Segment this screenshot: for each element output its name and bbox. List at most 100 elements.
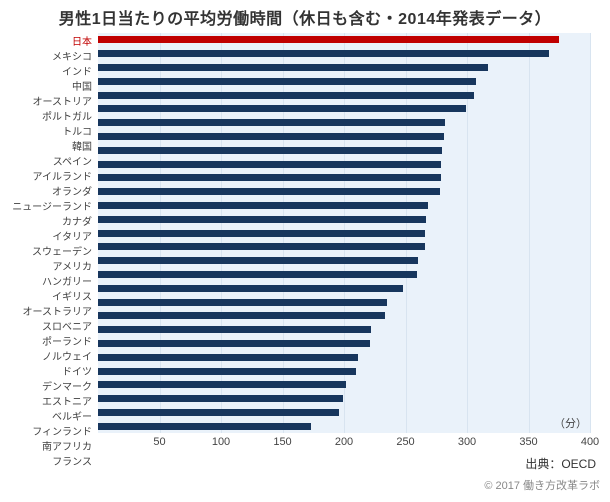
country-label: アイルランド <box>32 172 93 183</box>
bar-row <box>98 74 590 88</box>
bar <box>98 63 488 71</box>
bar <box>98 408 340 416</box>
bar-row <box>98 47 590 61</box>
bar-row <box>98 171 590 185</box>
bar-row <box>98 130 590 144</box>
bar-row <box>98 102 590 116</box>
bar-row <box>98 157 590 171</box>
bar-row <box>98 323 590 337</box>
bar-row <box>98 212 590 226</box>
bar <box>98 174 442 182</box>
country-label: スウェーデン <box>32 247 92 258</box>
bar <box>98 215 427 223</box>
bar <box>98 119 445 127</box>
gridline <box>467 33 468 433</box>
bar-row <box>98 419 590 433</box>
country-label: フィンランド <box>32 427 92 438</box>
bar-row <box>98 143 590 157</box>
bar <box>98 312 385 320</box>
country-label: アメリカ <box>52 262 93 273</box>
bar-row <box>98 309 590 323</box>
bar <box>98 284 404 292</box>
bar-row <box>98 378 590 392</box>
x-axis-tick: 200 <box>334 436 354 448</box>
bar <box>98 132 444 140</box>
bar <box>98 298 388 306</box>
bar-row <box>98 295 590 309</box>
country-label: スロベニア <box>42 322 92 333</box>
bar-row <box>98 337 590 351</box>
country-label: オーストリア <box>32 97 93 108</box>
country-label: イギリス <box>52 292 92 303</box>
country-label: ハンガリー <box>42 277 92 288</box>
x-axis-tick: 350 <box>519 436 538 448</box>
country-label: 日本 <box>72 37 92 48</box>
country-label: スペイン <box>52 157 92 168</box>
country-label: インド <box>62 67 92 78</box>
bar <box>98 353 358 361</box>
bar-row <box>98 364 590 378</box>
bar-row <box>98 392 590 406</box>
gridline <box>528 33 530 433</box>
bar-row <box>98 406 590 420</box>
bar <box>98 422 311 430</box>
country-label: ドイツ <box>62 367 92 378</box>
bar <box>98 326 372 334</box>
chart-body: 日本 メキシコ インド 中国 オーストリア ポルトガル トルコ 韓国 スペイン アイルランド オラン… <box>0 33 591 468</box>
bar <box>98 77 476 85</box>
bar-row <box>98 281 590 295</box>
bar <box>98 395 343 403</box>
bar <box>98 188 440 196</box>
bar <box>98 257 418 265</box>
country-label: イタリア <box>52 232 92 243</box>
x-axis: 50 100 150 200 250 300 350 400 <box>98 436 599 452</box>
bars-area <box>98 33 590 433</box>
bar <box>98 243 426 251</box>
bar-row <box>98 88 590 102</box>
x-axis-tick: 250 <box>396 436 415 448</box>
bar <box>98 367 357 375</box>
x-axis-tick: 300 <box>457 436 477 448</box>
country-label: ベルギー <box>52 412 92 423</box>
country-label: フランス <box>52 457 92 468</box>
bar-row <box>98 61 590 75</box>
bar-row <box>98 33 590 47</box>
chart-title: 男性1日当たりの平均労働時間（休日も含む・2014年発表データ） <box>58 11 552 28</box>
x-axis-tick: 50 <box>153 436 166 448</box>
country-label: トルコ <box>62 127 92 138</box>
bar <box>98 146 443 154</box>
country-label: ノルウェイ <box>42 352 92 363</box>
country-label: ポーランド <box>42 337 92 348</box>
bar-row <box>98 185 590 199</box>
x-axis-tick: 400 <box>580 436 600 448</box>
bar <box>98 339 370 347</box>
bar <box>98 91 475 99</box>
bar-row <box>98 116 590 130</box>
gridline <box>590 33 591 433</box>
country-label: メキシコ <box>52 52 92 63</box>
bar-row <box>98 254 590 268</box>
bar <box>98 201 428 209</box>
bar-row <box>98 240 590 254</box>
bar <box>98 105 466 113</box>
country-label: ポルトガル <box>42 112 92 123</box>
copyright-text: © 2017 働き方改革ラボ <box>484 480 600 492</box>
plot-area: （分） <box>98 33 591 433</box>
x-axis-tick: 100 <box>211 436 231 448</box>
x-axis-tick: 150 <box>273 436 292 448</box>
country-label: 南アフリカ <box>42 442 92 453</box>
country-label: カナダ <box>62 217 92 228</box>
bar <box>98 381 347 389</box>
bar-row <box>98 199 590 213</box>
unit-label: （分） <box>554 418 587 430</box>
country-label: オランダ <box>52 187 92 198</box>
bar <box>98 50 550 58</box>
bar-row <box>98 350 590 364</box>
bar <box>98 160 442 168</box>
country-labels: 日本 メキシコ インド 中国 オーストリア ポルトガル トルコ 韓国 スペイン アイルランド オラン… <box>0 33 98 468</box>
source-text: 出典：OECD <box>525 457 596 471</box>
country-label: 韓国 <box>72 142 92 153</box>
country-label: デンマーク <box>42 382 92 393</box>
country-label: エストニア <box>42 397 92 408</box>
